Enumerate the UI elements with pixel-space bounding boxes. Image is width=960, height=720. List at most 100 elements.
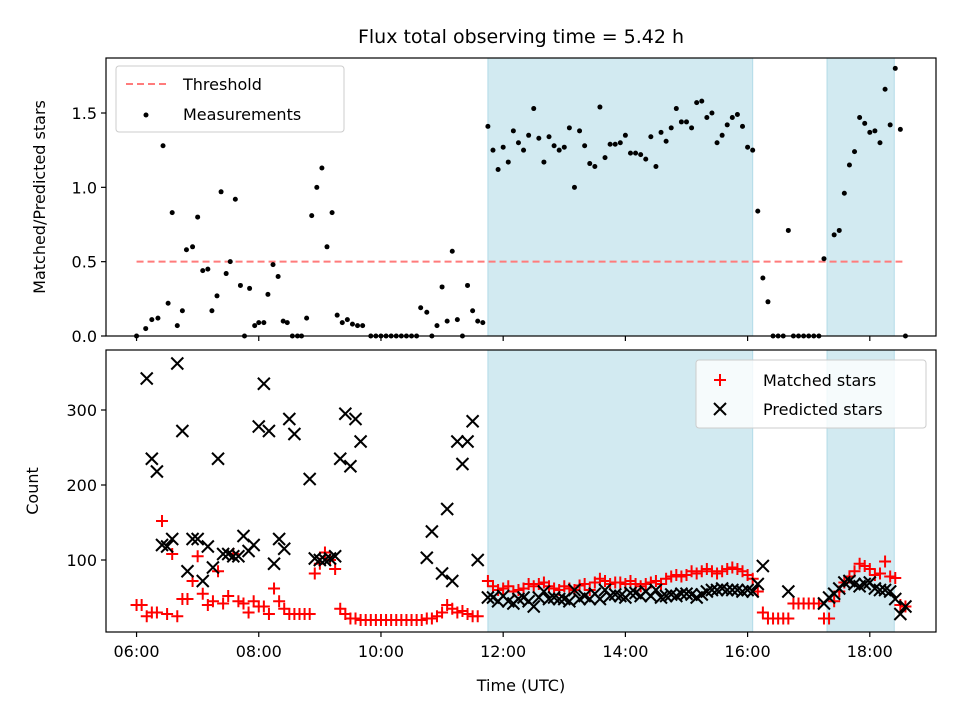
matched-star-point (558, 580, 571, 593)
matched-star-point (461, 608, 474, 620)
measurement-point (709, 110, 715, 116)
matched-star-point (639, 578, 652, 590)
matched-star-point (853, 557, 866, 570)
matched-star-point (593, 572, 606, 585)
measurement-point (592, 164, 598, 170)
measurement-point (546, 134, 552, 140)
predicted-star-point (226, 549, 241, 563)
matched-star-point (334, 602, 347, 615)
matched-star-point (863, 563, 876, 575)
predicted-star-point (328, 549, 342, 563)
measurement-point (439, 284, 445, 290)
matched-star-point (532, 578, 545, 590)
predicted-star-point (180, 564, 195, 578)
predicted-star-point (196, 574, 210, 588)
matched-star-point (884, 570, 897, 583)
measurement-point (485, 123, 491, 129)
predicted-star-point (282, 412, 297, 426)
measurement-point (500, 144, 506, 150)
matched-star-point (247, 595, 260, 608)
measurement-point (329, 210, 335, 216)
matched-star-point (217, 597, 230, 610)
matched-star-point (237, 597, 250, 610)
measurement-point (495, 166, 501, 172)
measurement-point (424, 309, 430, 315)
matched-legend-label: Matched stars (763, 371, 876, 390)
predicted-star-point (445, 574, 459, 588)
measurement-point (252, 323, 258, 329)
measurement-point (704, 114, 710, 120)
measurement-point (174, 323, 180, 329)
measurement-point (505, 159, 511, 165)
matched-star-point (268, 582, 281, 595)
matched-star-point (685, 565, 698, 578)
matched-star-point (471, 610, 484, 623)
predicted-star-point (216, 547, 230, 561)
measurement-point (612, 141, 618, 147)
measurement-point (536, 135, 542, 141)
measurement-point (597, 104, 603, 110)
predicted-star-point (425, 524, 439, 539)
measurement-point (627, 150, 633, 156)
matched-star-point (497, 582, 510, 595)
predicted-star-point (175, 424, 190, 438)
measurement-point (521, 147, 527, 153)
predicted-star-point (623, 586, 638, 600)
measurement-point (265, 291, 271, 297)
measurement-point (465, 282, 471, 288)
predicted-star-point (465, 414, 480, 428)
predicted-star-point (893, 607, 908, 621)
observing-interval-shade (487, 57, 754, 337)
predicted-star-point (567, 583, 582, 597)
measurement-point (355, 323, 361, 329)
measurement-point (857, 114, 863, 120)
y-tick-label: 0.5 (72, 253, 97, 272)
measurement-point (561, 144, 567, 150)
measurement-point (571, 184, 577, 190)
measurement-point (765, 299, 771, 305)
matched-star-point (191, 550, 204, 563)
measurement-point (714, 140, 720, 146)
measurement-point (648, 134, 654, 140)
measurement-point (633, 150, 639, 156)
matched-star-point (425, 612, 438, 625)
matched-star-point (308, 567, 321, 580)
predicted-star-point (185, 532, 200, 546)
matched-star-point (879, 555, 892, 568)
predicted-star-point (267, 557, 281, 571)
predicted-star-point (435, 566, 449, 581)
measurement-point (617, 140, 623, 146)
measurement-point (740, 123, 746, 129)
measurement-point (270, 262, 276, 268)
measurement-point (261, 320, 267, 326)
measurement-point (531, 106, 537, 112)
predicted-star-point (440, 502, 454, 516)
measurement-point (470, 308, 476, 314)
measurement-point (872, 128, 878, 134)
predicted-star-point (460, 434, 475, 449)
x-tick-label: 08:00 (236, 642, 282, 661)
matched-star-point (161, 608, 174, 620)
measurement-point (760, 275, 766, 281)
measurement-point (892, 65, 898, 71)
measurement-point (638, 152, 644, 158)
measurement-point (515, 140, 521, 146)
measurement-point (454, 317, 460, 323)
predicted-star-point (883, 584, 897, 599)
measurement-point (755, 208, 761, 214)
matched-star-point (823, 612, 836, 625)
predicted-star-point (471, 553, 485, 567)
measurement-point (668, 125, 674, 131)
y-tick-label: 0.0 (72, 327, 97, 346)
measurement-point (836, 227, 842, 233)
bottom-legend: Matched stars Predicted stars (695, 359, 927, 429)
predicted-star-point (745, 584, 760, 599)
measurement-point (143, 326, 149, 332)
measurement-point (510, 128, 516, 134)
predicted-star-point (649, 583, 663, 597)
observing-interval-shade (826, 57, 895, 337)
matched-star-point (705, 565, 718, 578)
x-tick-label: 18:00 (847, 642, 893, 661)
matched-star-point (156, 515, 169, 527)
